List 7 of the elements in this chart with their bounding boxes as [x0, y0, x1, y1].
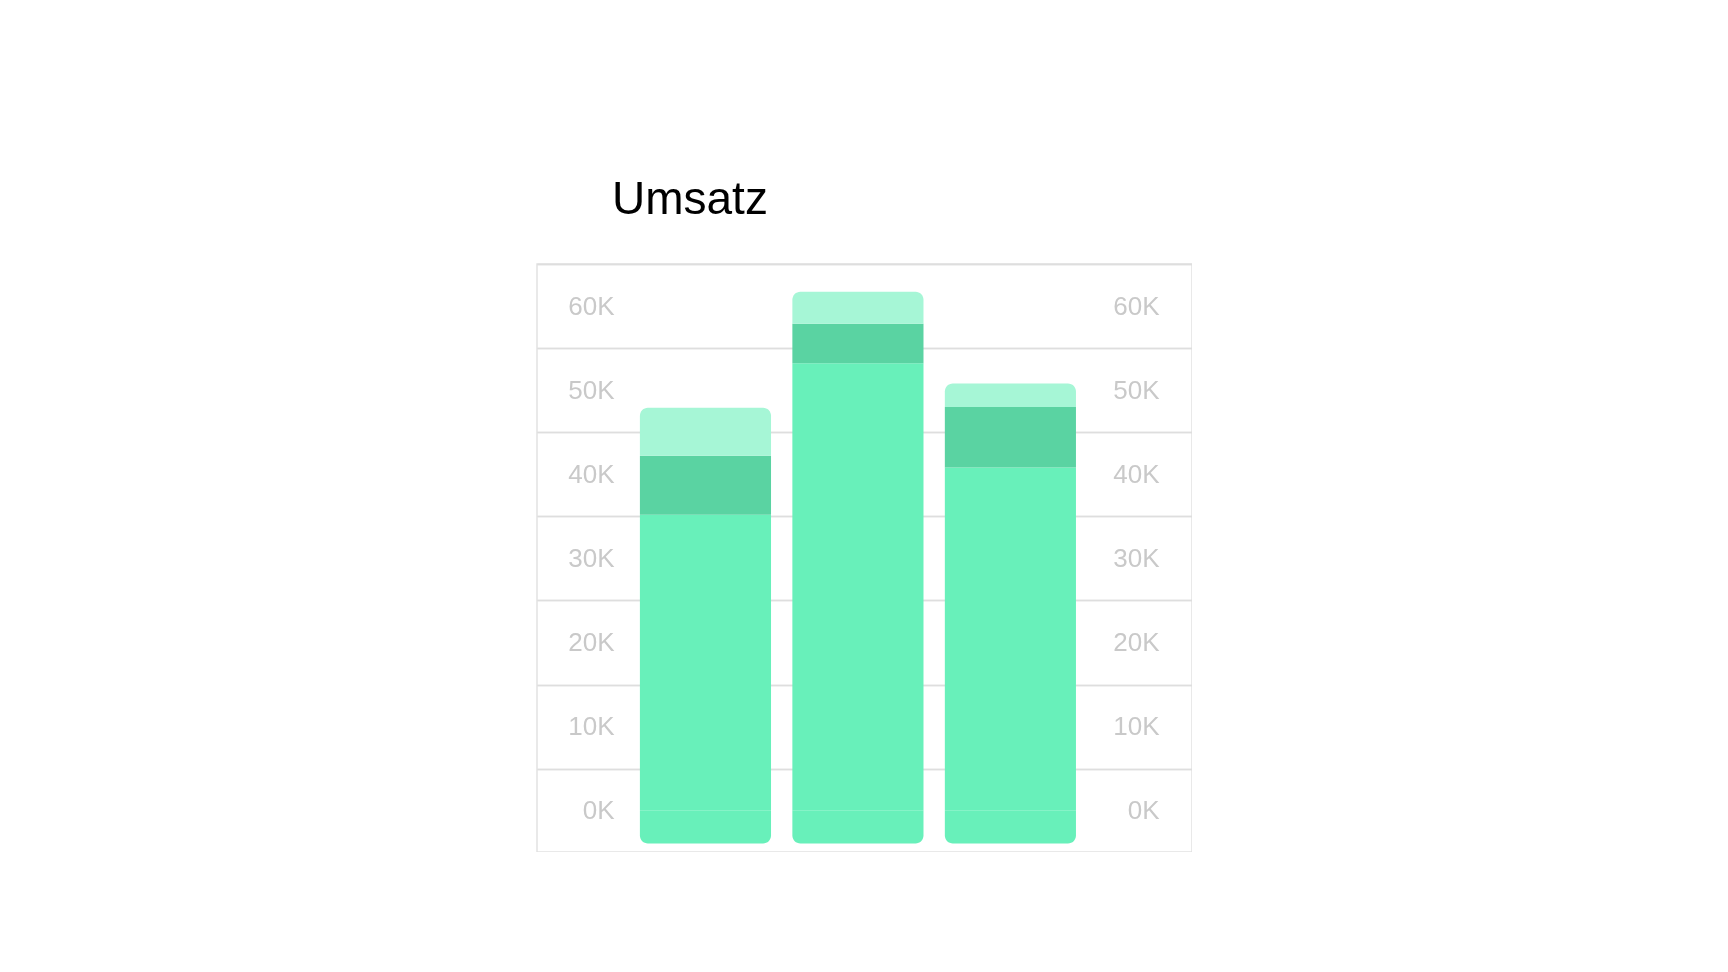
bar [792, 323, 924, 364]
bar [944, 383, 1076, 407]
chart-title: Umsatz [612, 172, 768, 224]
bar [639, 407, 772, 456]
bar [792, 291, 924, 324]
bar [639, 455, 772, 515]
bar [944, 407, 1076, 468]
